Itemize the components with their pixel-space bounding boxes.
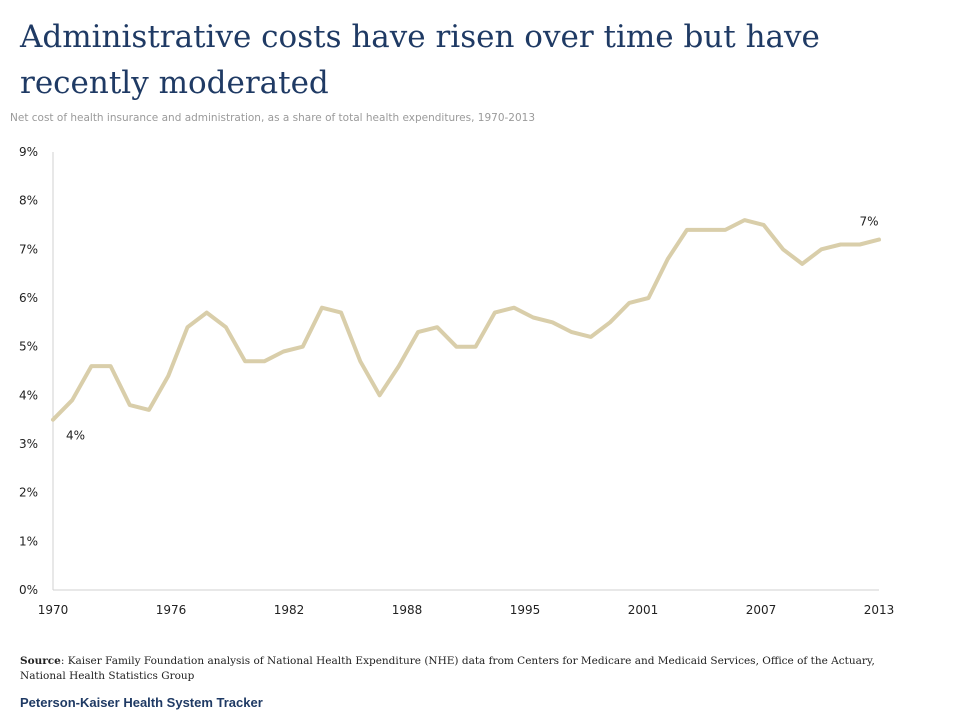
x-tick-label: 1970 (38, 603, 69, 617)
x-tick-label: 2007 (746, 603, 777, 617)
source-text: : Kaiser Family Foundation analysis of N… (20, 655, 875, 682)
y-tick-label: 6% (19, 291, 38, 305)
data-label-layer: 4% 7% (66, 215, 879, 443)
x-tick-label: 2001 (628, 603, 659, 617)
x-axis: 1970 1976 1982 1988 1995 2001 2007 2013 (38, 589, 895, 617)
line-chart: 0% 1% 2% 3% 4% 5% 6% 7% 8% 9% 1970 1976 1982 1988 199… (19, 145, 895, 617)
y-tick-label: 7% (19, 242, 38, 256)
y-tick-label: 8% (19, 194, 38, 208)
y-axis: 0% 1% 2% 3% 4% 5% 6% 7% 8% 9% (19, 145, 54, 597)
source-label: Source (20, 655, 61, 667)
y-tick-label: 1% (19, 534, 38, 548)
x-tick-label: 1976 (156, 603, 187, 617)
y-tick-label: 3% (19, 437, 38, 451)
y-tick-label: 9% (19, 145, 38, 159)
y-tick-label: 5% (19, 340, 38, 354)
source-note: Source: Kaiser Family Foundation analysi… (20, 654, 920, 684)
data-label-start: 4% (66, 429, 85, 443)
y-tick-label: 0% (19, 583, 38, 597)
chart-title: Administrative costs have risen over tim… (20, 19, 820, 101)
series-line (51, 218, 881, 422)
footer-brand: Peterson-Kaiser Health System Tracker (20, 695, 263, 710)
y-tick-label: 4% (19, 388, 38, 402)
y-tick-label: 2% (19, 486, 38, 500)
x-tick-label: 1982 (274, 603, 305, 617)
x-tick-label: 1995 (510, 603, 541, 617)
chart-subtitle: Net cost of health insurance and adminis… (10, 112, 536, 124)
series-layer (51, 218, 881, 422)
data-label-end: 7% (859, 215, 878, 229)
x-tick-label: 1988 (392, 603, 423, 617)
x-tick-label: 2013 (864, 603, 895, 617)
